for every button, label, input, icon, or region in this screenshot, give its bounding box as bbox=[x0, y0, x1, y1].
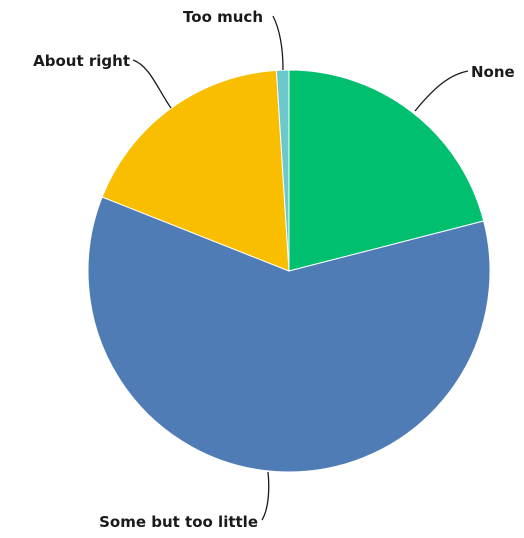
leader-line bbox=[261, 471, 270, 521]
leader-line bbox=[272, 15, 284, 71]
pie-slices bbox=[87, 69, 491, 473]
leader-line bbox=[132, 59, 172, 109]
pie-slice-none bbox=[288, 69, 485, 272]
slice-label: None bbox=[471, 63, 515, 81]
leader-line bbox=[414, 70, 469, 112]
pie-labels: None Some but too little About right Too mu… bbox=[33, 8, 515, 531]
slice-label: About right bbox=[33, 52, 130, 70]
slice-label: Too much bbox=[183, 8, 263, 26]
slice-label: Some but too little bbox=[99, 513, 258, 531]
pie-slice-too-much bbox=[275, 69, 290, 272]
pie-slice-about-right bbox=[101, 69, 290, 272]
pie-slice-some-but-too-little bbox=[87, 196, 491, 473]
